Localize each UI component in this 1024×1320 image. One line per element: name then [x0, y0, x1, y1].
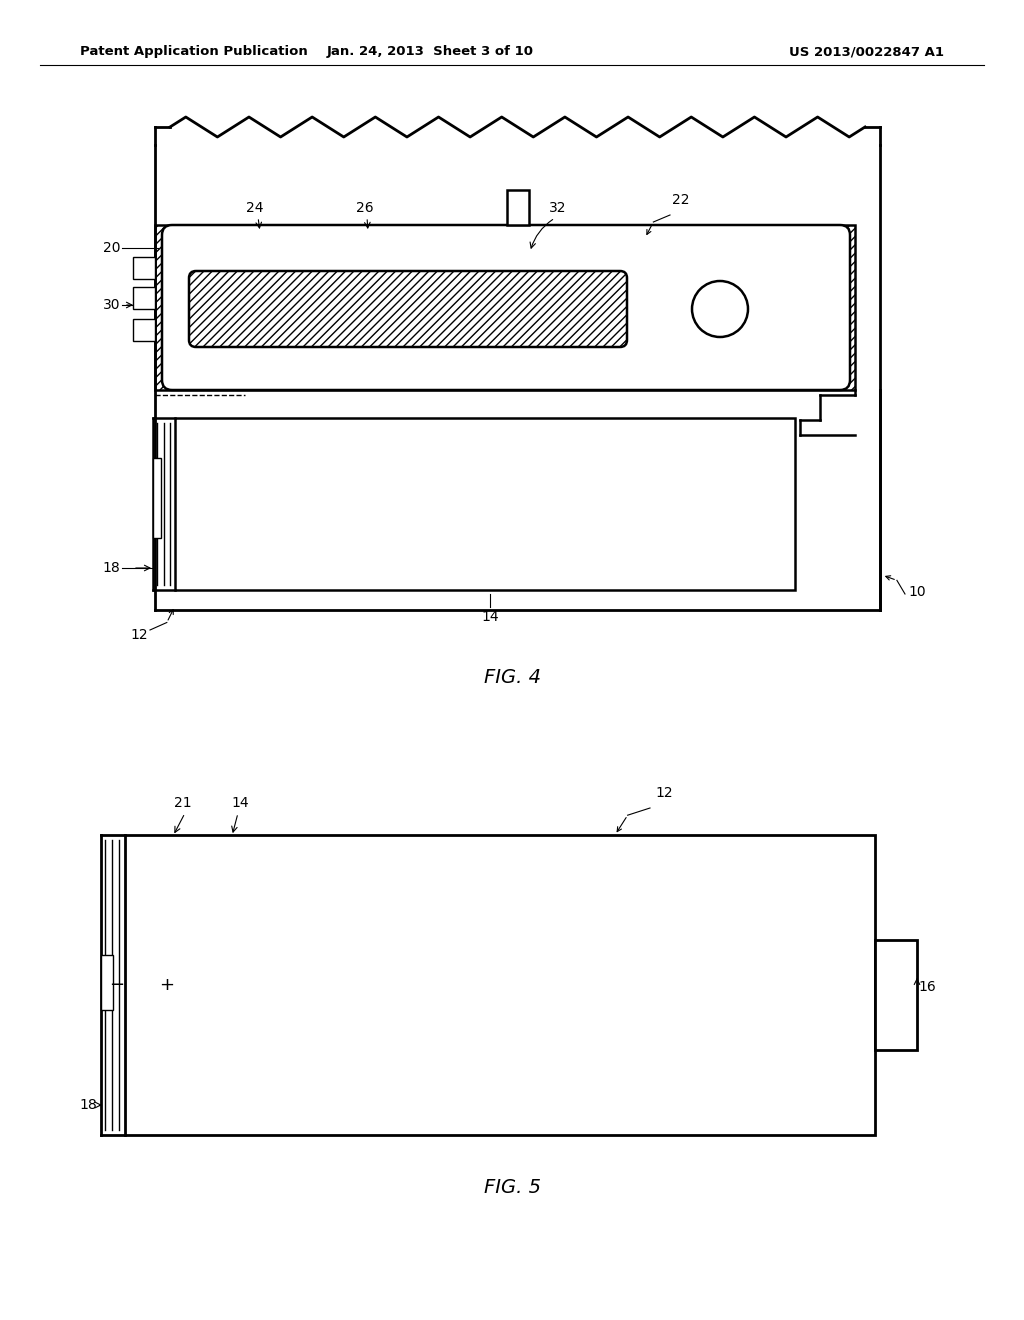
Bar: [133, 319, 155, 341]
Text: 24: 24: [246, 201, 264, 215]
Text: 32: 32: [549, 201, 566, 215]
Bar: [101, 954, 113, 1010]
Text: 18: 18: [79, 1098, 97, 1111]
Bar: [155, 224, 855, 389]
Text: 18: 18: [102, 561, 120, 576]
Text: 30: 30: [102, 298, 120, 312]
Bar: [175, 418, 795, 590]
Bar: [125, 836, 874, 1135]
Text: FIG. 5: FIG. 5: [483, 1177, 541, 1197]
Bar: [133, 257, 155, 279]
Text: 12: 12: [655, 785, 673, 800]
Text: 20: 20: [102, 242, 120, 255]
Text: +: +: [160, 975, 174, 994]
Text: 14: 14: [231, 796, 249, 810]
FancyBboxPatch shape: [189, 271, 627, 347]
Text: Patent Application Publication: Patent Application Publication: [80, 45, 308, 58]
Bar: [874, 940, 918, 1049]
Text: −: −: [110, 975, 125, 994]
Text: 21: 21: [174, 796, 191, 810]
Text: FIG. 4: FIG. 4: [483, 668, 541, 686]
Text: 14: 14: [481, 610, 499, 624]
Text: Jan. 24, 2013  Sheet 3 of 10: Jan. 24, 2013 Sheet 3 of 10: [327, 45, 534, 58]
Bar: [507, 190, 529, 224]
Text: 26: 26: [356, 201, 374, 215]
FancyBboxPatch shape: [162, 224, 850, 389]
Text: US 2013/0022847 A1: US 2013/0022847 A1: [790, 45, 944, 58]
Text: 22: 22: [672, 193, 689, 207]
Bar: [155, 224, 855, 389]
Text: 10: 10: [908, 585, 926, 599]
Text: 12: 12: [130, 628, 148, 642]
Text: 16: 16: [918, 979, 936, 994]
Bar: [153, 458, 161, 539]
Bar: [133, 286, 155, 309]
